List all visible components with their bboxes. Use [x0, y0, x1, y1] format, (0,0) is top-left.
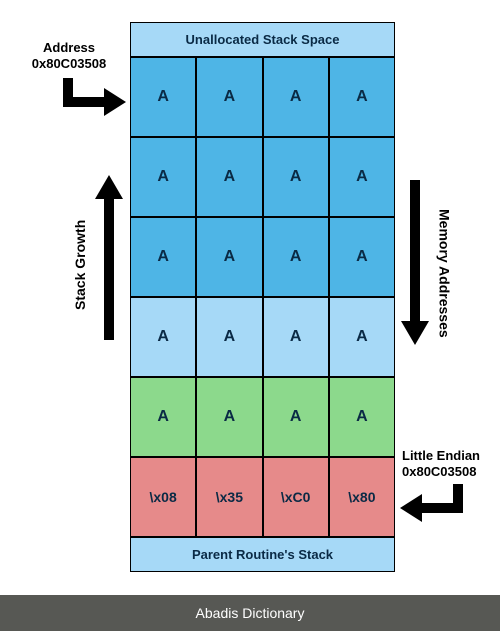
- stack-cell: A: [196, 377, 262, 457]
- stack-cell: A: [329, 57, 395, 137]
- stack-growth-label: Stack Growth: [72, 200, 90, 330]
- stack-growth-arrow-icon: [94, 175, 124, 345]
- stack-cell: A: [130, 377, 196, 457]
- stack-cell: \x08: [130, 457, 196, 537]
- stack-cell: A: [263, 377, 329, 457]
- little-endian-arrow-icon: [398, 484, 468, 535]
- stack-cell: A: [130, 57, 196, 137]
- stack-header: Unallocated Stack Space: [130, 22, 395, 57]
- stack-cell: A: [263, 297, 329, 377]
- address-label-line1: Address: [43, 40, 95, 55]
- stack-cell: A: [196, 57, 262, 137]
- memory-addresses-label: Memory Addresses: [435, 188, 453, 358]
- stack-cell: A: [196, 217, 262, 297]
- stack-cell: A: [196, 297, 262, 377]
- stack-cell: A: [263, 57, 329, 137]
- memory-addresses-arrow-icon: [400, 180, 430, 350]
- address-label: Address 0x80C03508: [14, 40, 124, 73]
- stack-cell: A: [130, 297, 196, 377]
- stack-cell: A: [130, 137, 196, 217]
- stack-cell: \x35: [196, 457, 262, 537]
- little-endian-line2: 0x80C03508: [402, 464, 476, 479]
- stack-grid: AAAAAAAAAAAAAAAAAAAA\x08\x35\xC0\x80: [130, 57, 395, 537]
- little-endian-line1: Little Endian: [402, 448, 480, 463]
- address-arrow-icon: [58, 78, 128, 129]
- stack-cell: \x80: [329, 457, 395, 537]
- stack-table: Unallocated Stack Space AAAAAAAAAAAAAAAA…: [130, 22, 395, 572]
- stack-cell: A: [329, 297, 395, 377]
- little-endian-label: Little Endian 0x80C03508: [402, 448, 497, 481]
- stack-cell: A: [329, 137, 395, 217]
- stack-cell: A: [263, 137, 329, 217]
- diagram-canvas: Unallocated Stack Space AAAAAAAAAAAAAAAA…: [0, 0, 500, 595]
- caption-bar: Abadis Dictionary: [0, 595, 500, 631]
- stack-cell: A: [196, 137, 262, 217]
- stack-cell: A: [263, 217, 329, 297]
- caption-text: Abadis Dictionary: [196, 605, 305, 621]
- stack-cell: \xC0: [263, 457, 329, 537]
- stack-cell: A: [130, 217, 196, 297]
- stack-footer: Parent Routine's Stack: [130, 537, 395, 572]
- stack-cell: A: [329, 377, 395, 457]
- stack-cell: A: [329, 217, 395, 297]
- address-label-line2: 0x80C03508: [32, 56, 106, 71]
